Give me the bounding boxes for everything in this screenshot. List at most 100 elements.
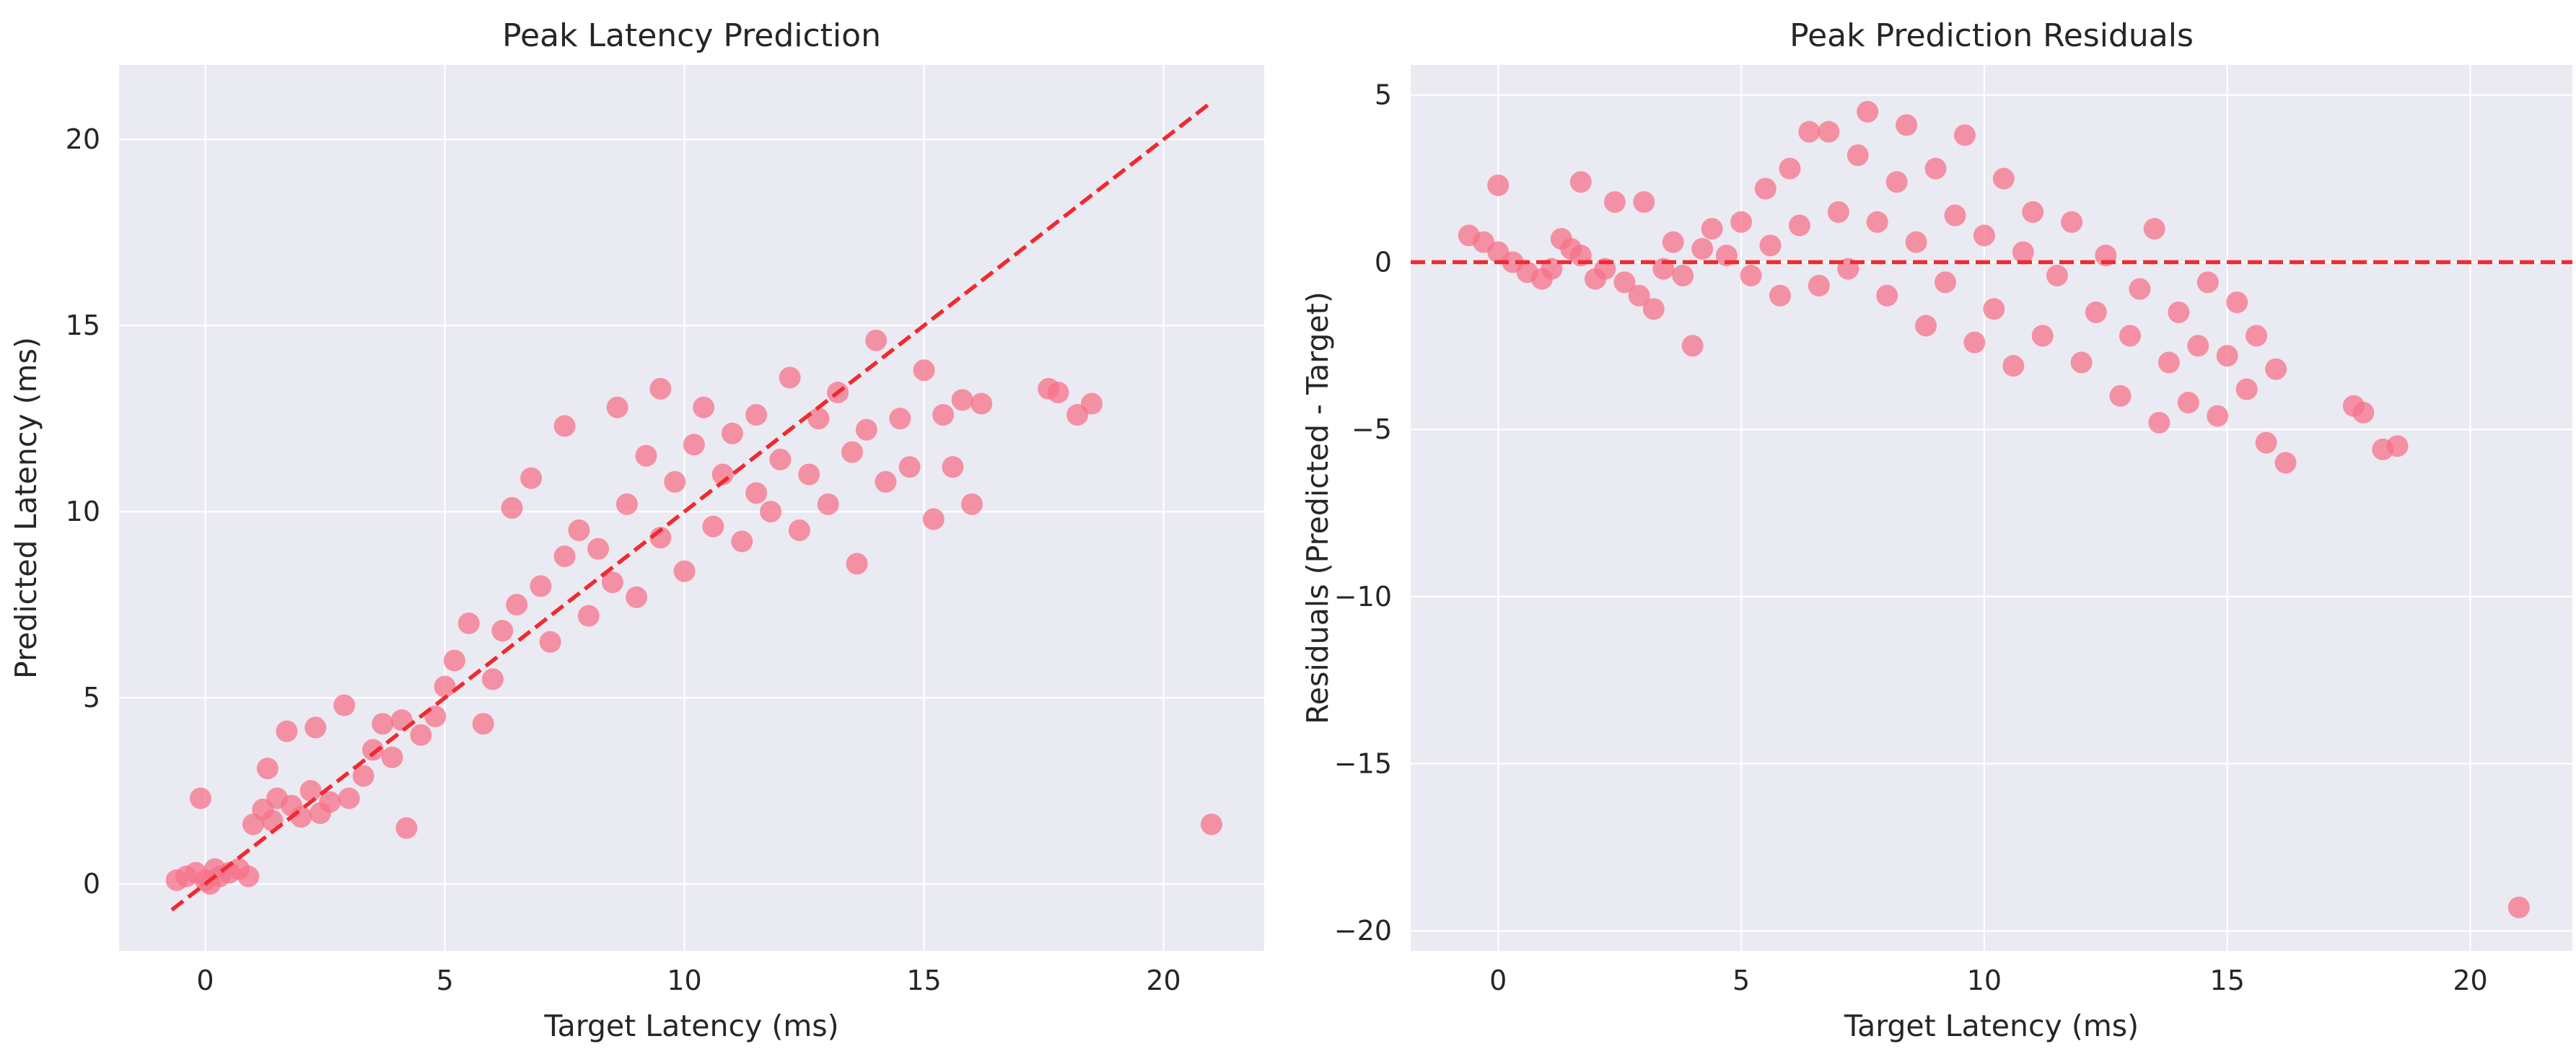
data-point [2352, 401, 2375, 424]
data-point [606, 396, 628, 418]
data-point [601, 571, 623, 594]
data-point [577, 605, 600, 627]
data-point [1924, 157, 1947, 180]
gridlines-residuals [1411, 65, 2572, 951]
data-point [1944, 204, 1966, 227]
data-point [721, 422, 743, 444]
x-tick-label: 10 [1967, 965, 2002, 996]
x-tick-label: 0 [196, 965, 214, 996]
data-point [1730, 211, 1753, 233]
data-point [2235, 378, 2258, 400]
panel-peak-latency-prediction: 0 5 10 15 20 0 5 10 15 20 Peak Latency Prediction T… [9, 17, 1264, 1043]
data-point [1779, 157, 1801, 180]
data-point [2002, 355, 2025, 377]
data-point [913, 359, 935, 382]
y-tick-label: 0 [83, 868, 100, 900]
data-point [305, 716, 327, 739]
data-point [2129, 278, 2151, 300]
data-point [951, 389, 973, 411]
data-point [932, 404, 955, 426]
data-point [501, 497, 523, 519]
x-tick-label: 15 [2210, 965, 2245, 996]
x-axis-label: Target Latency (ms) [543, 1009, 838, 1043]
data-point [1973, 224, 1995, 247]
data-point [1754, 177, 1777, 200]
data-point [1633, 190, 1655, 213]
identity-reference-line [170, 100, 1213, 912]
data-point [276, 720, 298, 742]
y-tick-label: −10 [1334, 581, 1392, 613]
data-point [841, 441, 863, 463]
data-point [1613, 271, 1636, 294]
data-point [745, 482, 768, 504]
data-point [1866, 211, 1888, 233]
data-point [553, 545, 576, 568]
data-point [352, 765, 374, 787]
data-point [779, 367, 801, 389]
data-point [338, 787, 360, 809]
data-point [731, 530, 753, 553]
x-tick-label: 10 [667, 965, 701, 996]
data-point [587, 537, 610, 560]
data-point [299, 780, 322, 802]
x-tick-label: 5 [436, 965, 453, 996]
data-point [1992, 167, 2015, 190]
data-point [942, 456, 964, 478]
data-point [2177, 392, 2199, 414]
data-point [2274, 452, 2297, 474]
data-point [673, 560, 696, 582]
data-point [1691, 237, 1714, 260]
data-point [1701, 218, 1723, 240]
data-point [649, 377, 672, 400]
data-point [1788, 214, 1810, 237]
plot-area-residuals [1411, 65, 2572, 951]
data-point [2143, 218, 2165, 240]
data-point [2157, 351, 2180, 374]
data-point [1642, 298, 1665, 320]
data-point [1759, 234, 1782, 257]
data-point [1896, 114, 1918, 136]
data-point [745, 404, 768, 426]
data-point [615, 493, 638, 515]
data-point [2216, 345, 2238, 367]
data-point [846, 553, 868, 575]
data-point [922, 508, 945, 530]
chart-title: Peak Prediction Residuals [1789, 17, 2194, 54]
gridlines-prediction [119, 65, 1264, 951]
data-point [457, 612, 480, 634]
data-point [381, 746, 403, 768]
data-point [1569, 171, 1592, 193]
data-point [434, 675, 456, 698]
data-point [2187, 335, 2209, 357]
data-point [1963, 331, 1986, 354]
data-point [1808, 274, 1830, 297]
panel-peak-prediction-residuals: 0 5 10 15 20 −20 −15 −10 −5 0 5 Peak Prediction Res… [1300, 17, 2572, 1043]
data-point [1798, 120, 1821, 143]
data-point [395, 817, 418, 839]
data-point [553, 415, 576, 437]
y-tick-label: 5 [83, 682, 100, 714]
y-axis-label: Predicted Latency (ms) [9, 337, 43, 679]
data-point [1953, 124, 1976, 146]
data-point [2196, 271, 2219, 294]
data-point [855, 418, 877, 441]
data-point [237, 865, 260, 887]
data-point [1915, 315, 1937, 337]
data-point [530, 575, 552, 597]
data-points-prediction [165, 329, 1222, 895]
data-point [2207, 405, 2229, 427]
data-point [472, 713, 494, 735]
data-points-residuals [1458, 100, 2530, 918]
data-point [807, 408, 830, 430]
y-tick-label: 20 [66, 123, 100, 155]
data-point [889, 408, 911, 430]
data-point [1769, 284, 1791, 307]
data-point [2507, 896, 2530, 918]
data-point [2031, 325, 2054, 347]
data-point [1662, 231, 1684, 253]
data-point [1857, 100, 1879, 123]
data-point [1818, 120, 1840, 143]
data-point [898, 456, 921, 478]
data-point [693, 396, 715, 418]
data-point [362, 739, 384, 761]
